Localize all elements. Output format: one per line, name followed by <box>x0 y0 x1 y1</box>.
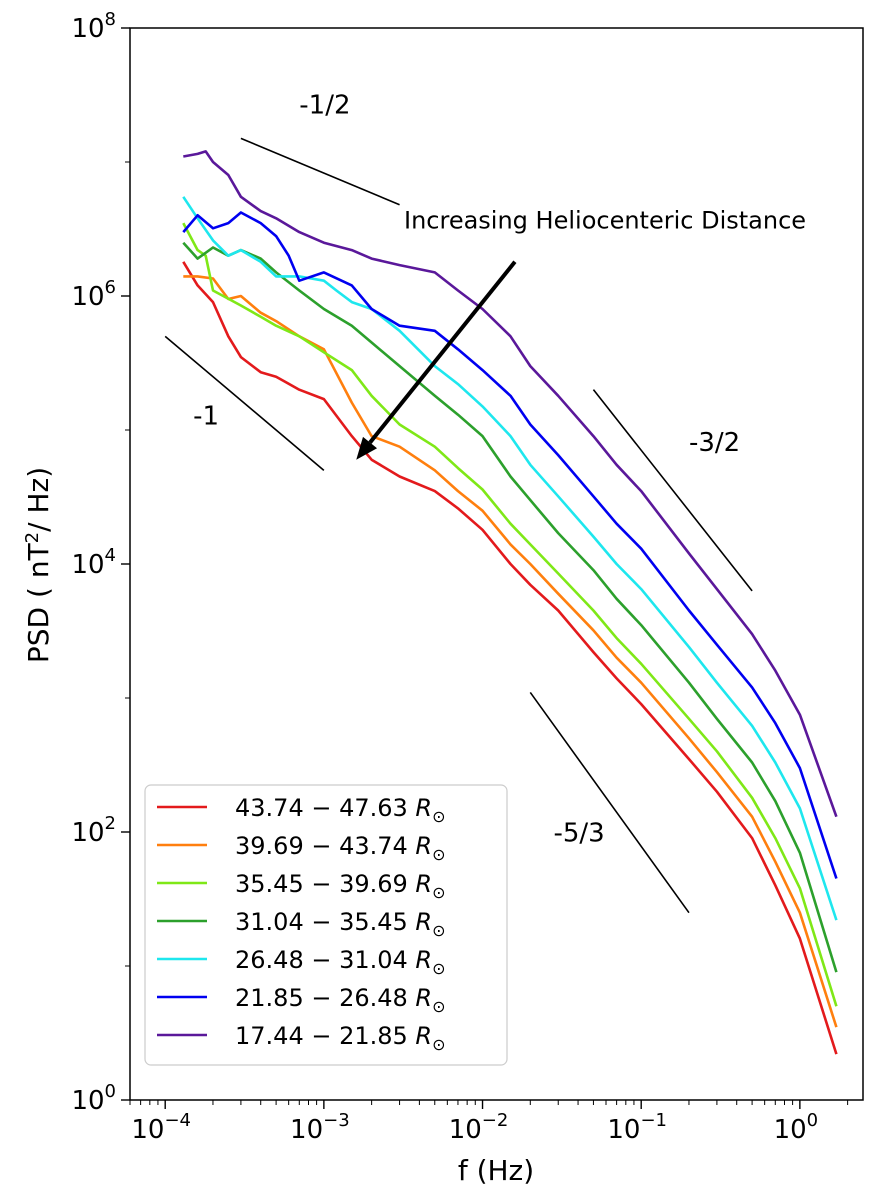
series-line-4 <box>182 196 838 921</box>
slope-line <box>529 691 690 914</box>
slope-label: -3/2 <box>689 428 740 458</box>
x-tick-label: 10−3 <box>290 1110 350 1145</box>
y-tick-label: 102 <box>71 813 116 848</box>
slope-reference-lines: -1/2 -1 -3/2 -5/3 <box>164 91 753 914</box>
x-axis-label: f (Hz) <box>458 1154 534 1187</box>
y-tick-label: 108 <box>71 9 116 44</box>
arrow-shaft <box>368 260 517 444</box>
arrow-head <box>356 436 378 460</box>
legend-box <box>144 784 508 1066</box>
series-line-6 <box>183 150 838 818</box>
series-line-0 <box>182 261 838 1055</box>
distance-arrow: Increasing Heliocenteric Distance <box>356 206 806 460</box>
arrow-label: Increasing Heliocenteric Distance <box>404 206 806 234</box>
legend-label: 39.69 − 43.74 R⊙ <box>235 832 446 864</box>
x-tick-label: 10−1 <box>607 1110 667 1145</box>
slope-line <box>240 137 400 206</box>
axis-ticks: 10−4 10−3 10−2 10−1 100 100 102 104 106 108 <box>71 9 849 1145</box>
y-tick-label: 106 <box>71 277 116 312</box>
x-tick-label: 10−2 <box>449 1110 509 1145</box>
legend-label: 35.45 − 39.69 R⊙ <box>235 870 446 902</box>
slope-line <box>592 389 753 592</box>
y-axis-label: PSD ( nT2/ Hz) <box>22 467 55 663</box>
x-tick-label: 100 <box>774 1110 819 1145</box>
legend-label: 31.04 − 35.45 R⊙ <box>235 908 446 940</box>
legend-label: 21.85 − 26.48 R⊙ <box>235 984 446 1016</box>
x-tick-label: 10−4 <box>131 1110 191 1145</box>
series-line-2 <box>182 222 838 1007</box>
slope-line <box>164 335 325 471</box>
y-tick-label: 104 <box>71 545 116 580</box>
y-tick-label: 100 <box>71 1081 116 1116</box>
legend-label: 17.44 − 21.85 R⊙ <box>235 1022 446 1054</box>
slope-label: -5/3 <box>553 818 604 848</box>
legend: 43.74 − 47.63 R⊙ 39.69 − 43.74 R⊙ 35.45 − … <box>144 784 508 1066</box>
legend-label: 43.74 − 47.63 R⊙ <box>235 794 446 826</box>
slope-label: -1 <box>193 401 219 431</box>
legend-label: 26.48 − 31.04 R⊙ <box>235 946 446 978</box>
series-line-5 <box>182 211 838 879</box>
series-group <box>182 150 838 1055</box>
series-line-1 <box>183 275 838 1028</box>
slope-label: -1/2 <box>299 91 350 121</box>
